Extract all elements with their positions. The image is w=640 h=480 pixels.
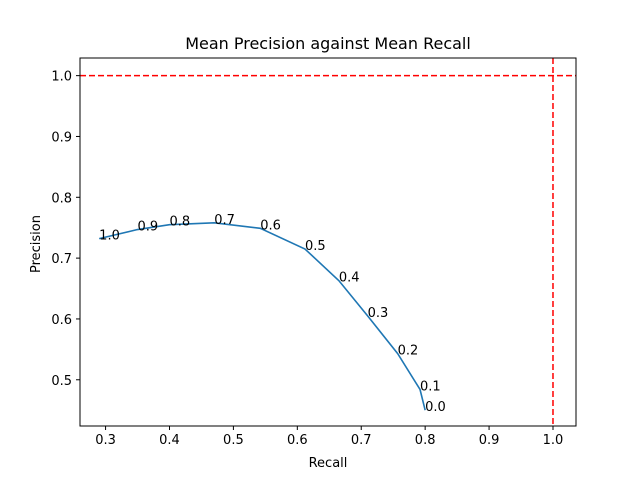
chart-title: Mean Precision against Mean Recall <box>185 34 471 53</box>
x-tick-label: 0.4 <box>159 433 180 448</box>
x-tick-label: 1.0 <box>543 433 564 448</box>
y-axis-label: Precision <box>29 215 44 273</box>
x-tick-label: 0.6 <box>287 433 308 448</box>
x-tick-label: 0.9 <box>479 433 500 448</box>
threshold-label: 1.0 <box>99 229 120 244</box>
threshold-label: 0.2 <box>398 344 419 359</box>
y-tick-label: 0.6 <box>51 313 72 328</box>
x-tick-label: 0.7 <box>351 433 372 448</box>
threshold-label: 0.3 <box>368 306 389 321</box>
threshold-label: 0.5 <box>305 239 326 254</box>
threshold-label: 0.1 <box>420 380 441 395</box>
threshold-label: 0.0 <box>425 400 446 415</box>
series-line <box>98 222 426 411</box>
y-tick-label: 0.9 <box>51 130 72 145</box>
axes-frame <box>79 57 577 427</box>
threshold-label: 0.7 <box>214 213 235 228</box>
threshold-label: 0.6 <box>260 218 281 233</box>
plot-area: 0.3 0.4 0.5 0.6 0.7 0.8 0.9 1.0 0.5 0.6 0.7 0.8 0.9 1… <box>51 57 577 448</box>
y-tick-label: 0.7 <box>51 252 72 267</box>
x-tick-label: 0.8 <box>415 433 436 448</box>
threshold-label: 0.8 <box>169 215 190 230</box>
x-tick-label: 0.3 <box>95 433 116 448</box>
threshold-label: 0.9 <box>138 220 159 235</box>
y-tick-label: 0.8 <box>51 191 72 206</box>
x-tick-label: 0.5 <box>223 433 244 448</box>
x-axis-label: Recall <box>309 456 348 471</box>
y-tick-label: 0.5 <box>51 374 72 389</box>
y-tick-label: 1.0 <box>51 70 72 85</box>
threshold-label: 0.4 <box>339 271 360 286</box>
